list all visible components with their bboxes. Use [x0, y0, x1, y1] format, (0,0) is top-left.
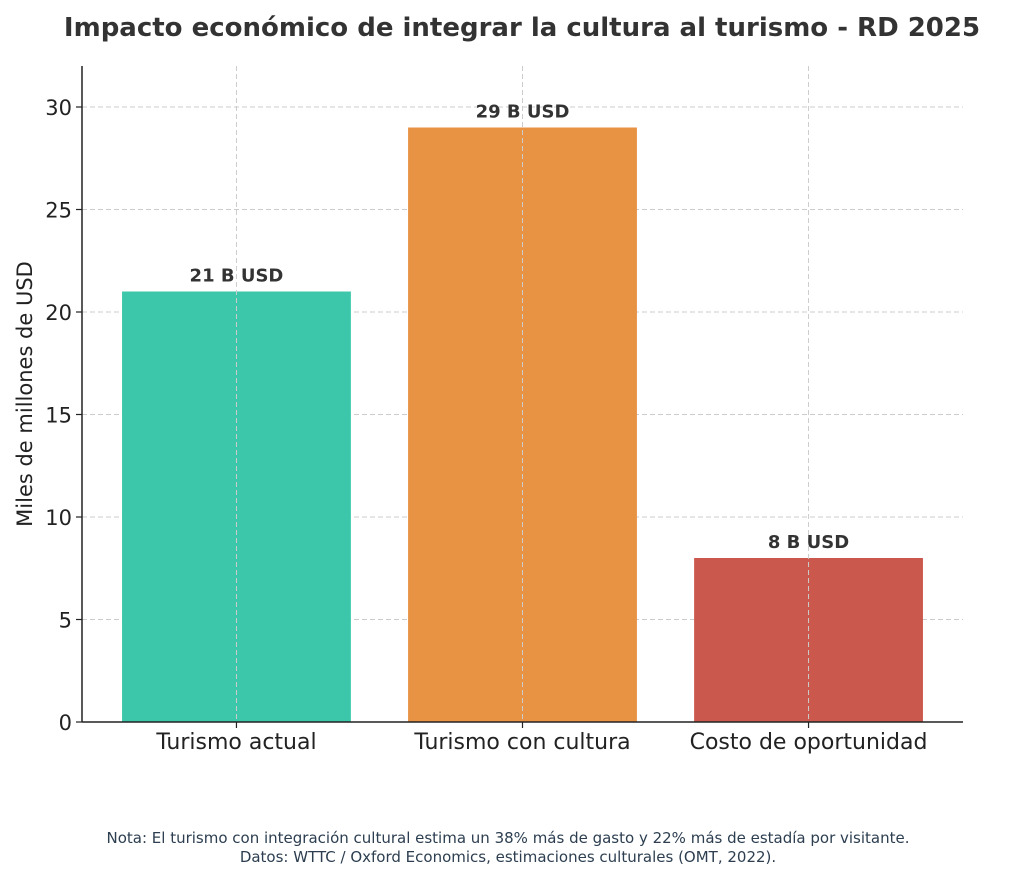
y-tick-label: 25: [45, 199, 72, 223]
data-label: 29 B USD: [476, 102, 570, 123]
chart-title: Impacto económico de integrar la cultura…: [64, 13, 980, 43]
y-axis-label: Miles de millones de USD: [13, 261, 37, 527]
data-label: 8 B USD: [768, 532, 849, 553]
footnote-note: Nota: El turismo con integración cultura…: [106, 829, 910, 847]
y-tick-label: 5: [59, 609, 72, 633]
axes: [76, 66, 963, 728]
labels: 0 5 10 15 20 25 30 Turismo actual 21 B USD Turism…: [45, 96, 927, 755]
y-tick-label: 0: [59, 711, 72, 735]
y-tick-label: 20: [45, 301, 72, 325]
bar: [408, 127, 637, 722]
y-tick-label: 10: [45, 506, 72, 530]
footnote-source: Datos: WTTC / Oxford Economics, estimaci…: [239, 848, 777, 866]
data-label: 21 B USD: [190, 266, 284, 287]
vertical-gridlines: [235, 66, 810, 722]
y-tick-label: 15: [45, 404, 72, 428]
x-tick-label: Turismo con cultura: [413, 730, 630, 755]
y-tick-label: 30: [45, 96, 72, 120]
x-tick-label: Turismo actual: [155, 730, 316, 755]
x-tick-label: Costo de oportunidad: [690, 730, 928, 755]
bars: [122, 127, 923, 722]
